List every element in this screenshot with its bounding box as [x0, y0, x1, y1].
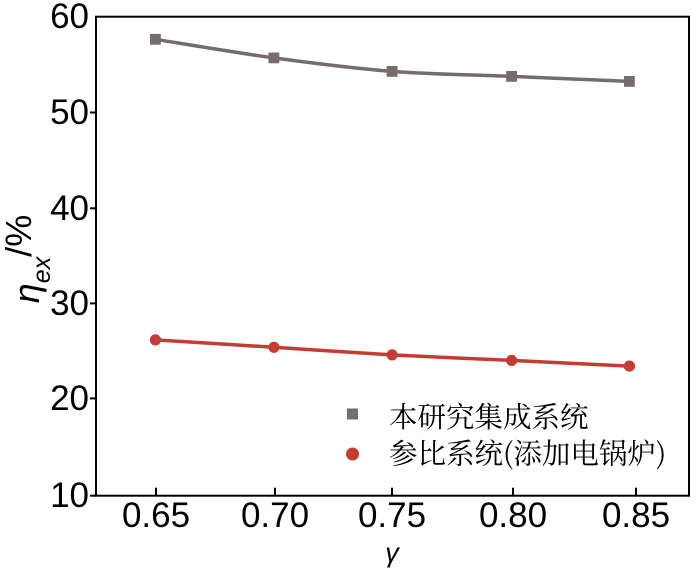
- svg-text:0.75: 0.75: [358, 496, 426, 535]
- svg-text:60: 60: [50, 0, 89, 36]
- svg-text:γ: γ: [385, 538, 400, 568]
- svg-text:0.85: 0.85: [602, 496, 670, 535]
- svg-text:50: 50: [50, 93, 89, 132]
- svg-text:参比系统(添加电锅炉): 参比系统(添加电锅炉): [389, 432, 666, 473]
- svg-text:30: 30: [50, 284, 89, 323]
- svg-text:20: 20: [50, 379, 89, 418]
- svg-text:0.70: 0.70: [241, 496, 309, 535]
- svg-text:40: 40: [50, 189, 89, 228]
- svg-text:0.65: 0.65: [122, 496, 190, 535]
- svg-text:本研究集成系统: 本研究集成系统: [389, 395, 589, 436]
- svg-text:0.80: 0.80: [479, 496, 547, 535]
- svg-text:10: 10: [50, 476, 89, 515]
